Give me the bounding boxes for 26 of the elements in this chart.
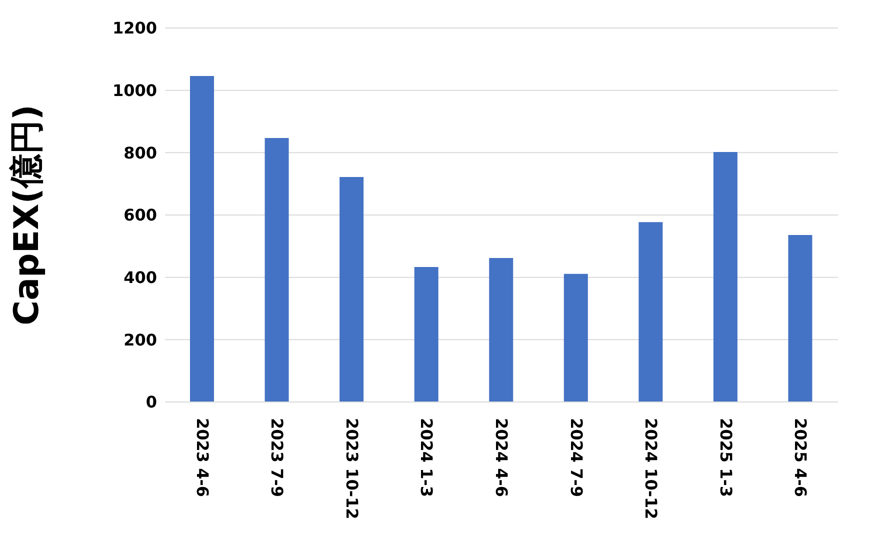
y-tick-label: 1000 — [112, 81, 157, 100]
x-tick-label: 2025 4-6 — [791, 418, 810, 498]
x-tick-label: 2025 1-3 — [716, 418, 736, 498]
bar — [564, 274, 588, 402]
y-tick-label: 600 — [124, 206, 157, 225]
bar — [264, 138, 289, 402]
x-tick-label: 2024 1-3 — [417, 418, 436, 498]
bar — [190, 76, 214, 402]
x-tick-label: 2024 7-9 — [566, 418, 586, 498]
y-tick-label: 1200 — [112, 18, 157, 38]
y-tick-label: 400 — [124, 268, 157, 288]
bar — [414, 267, 438, 402]
x-tick-label: 2024 10-12 — [642, 418, 661, 520]
y-tick-label: 0 — [146, 392, 157, 412]
x-tick-label: 2023 7-9 — [268, 418, 287, 498]
bar — [713, 152, 738, 402]
bar — [489, 258, 514, 402]
y-axis-title: CapEX(億円) — [7, 104, 48, 326]
x-tick-label: 2024 4-6 — [492, 418, 511, 498]
x-tick-label: 2023 4-6 — [192, 418, 212, 498]
bar — [638, 222, 663, 402]
bar — [340, 176, 364, 402]
y-tick-label: 200 — [124, 330, 157, 350]
bar — [788, 234, 812, 402]
x-tick-label: 2023 10-12 — [342, 418, 362, 520]
y-tick-label: 800 — [124, 143, 157, 162]
